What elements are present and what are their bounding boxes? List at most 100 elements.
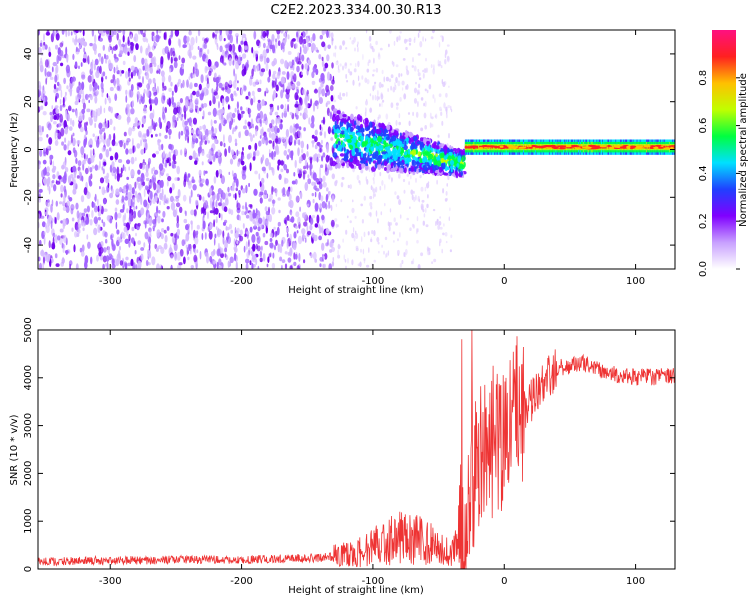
heat-cell bbox=[217, 227, 220, 234]
heat-cell bbox=[134, 250, 137, 255]
heat-cell bbox=[126, 103, 131, 109]
heat-cell bbox=[199, 107, 202, 112]
heat-cell bbox=[298, 104, 303, 111]
heat-cell bbox=[187, 256, 190, 261]
heat-cell bbox=[310, 253, 313, 259]
heat-cell bbox=[293, 172, 296, 177]
heat-cell bbox=[104, 97, 107, 105]
heat-cell bbox=[478, 145, 480, 149]
heat-cell bbox=[147, 126, 153, 130]
heat-cell bbox=[337, 68, 341, 73]
heat-cell bbox=[416, 216, 419, 222]
heat-cell bbox=[448, 133, 450, 139]
heat-cell bbox=[174, 30, 180, 37]
heat-cell bbox=[49, 111, 53, 116]
heat-cell bbox=[196, 230, 199, 235]
heat-cell bbox=[432, 208, 436, 212]
heat-cell bbox=[69, 80, 73, 90]
heat-cell bbox=[443, 223, 445, 227]
heat-cell bbox=[73, 149, 78, 158]
heat-cell bbox=[158, 30, 162, 34]
heat-cell bbox=[116, 173, 120, 182]
heat-cell bbox=[295, 195, 300, 203]
heat-cell bbox=[124, 261, 128, 268]
heat-cell bbox=[105, 122, 109, 129]
heat-cell bbox=[262, 216, 266, 226]
heat-cell bbox=[286, 71, 290, 80]
heat-cell bbox=[62, 218, 67, 227]
heat-cell bbox=[232, 154, 237, 160]
heat-cell bbox=[218, 123, 222, 132]
heat-cell bbox=[72, 37, 74, 43]
heat-cell bbox=[215, 94, 219, 100]
heat-cell bbox=[348, 161, 353, 167]
heat-cell bbox=[433, 143, 437, 149]
heat-cell bbox=[205, 178, 209, 186]
heat-cell bbox=[412, 156, 417, 161]
heat-cell bbox=[170, 81, 173, 87]
heat-cell bbox=[438, 221, 442, 226]
heat-cell bbox=[316, 104, 319, 110]
heat-cell bbox=[280, 89, 284, 99]
heat-cell bbox=[80, 62, 83, 67]
heat-cell bbox=[223, 38, 226, 42]
heat-cell bbox=[281, 71, 286, 75]
heat-cell bbox=[223, 142, 226, 148]
heat-cell bbox=[294, 139, 296, 146]
heat-cell bbox=[251, 68, 254, 77]
heat-cell bbox=[256, 102, 262, 111]
heat-cell bbox=[224, 148, 228, 157]
heat-cell bbox=[377, 128, 382, 134]
heat-cell bbox=[342, 162, 345, 167]
heat-cell bbox=[152, 153, 156, 158]
heat-cell bbox=[431, 123, 434, 128]
heat-cell bbox=[277, 71, 281, 77]
heat-cell bbox=[242, 53, 247, 59]
heat-cell bbox=[153, 182, 157, 191]
heat-cell bbox=[413, 98, 418, 104]
heat-cell bbox=[147, 212, 150, 221]
heat-cell bbox=[331, 195, 335, 203]
heat-cell bbox=[75, 110, 78, 119]
heat-cell bbox=[101, 186, 106, 196]
heat-cell bbox=[373, 230, 376, 236]
heat-cell bbox=[168, 75, 172, 83]
heat-cell bbox=[417, 264, 421, 269]
heat-cell bbox=[116, 32, 119, 41]
heat-cell bbox=[305, 102, 309, 109]
heat-cell bbox=[215, 170, 219, 178]
heat-cell bbox=[76, 210, 80, 220]
heat-cell bbox=[345, 73, 348, 79]
heat-cell bbox=[212, 32, 215, 39]
heat-cell bbox=[431, 261, 434, 264]
heat-cell bbox=[82, 92, 85, 101]
heat-cell bbox=[45, 253, 51, 263]
heat-cell bbox=[362, 53, 364, 61]
heat-cell bbox=[118, 159, 123, 163]
heat-cell bbox=[332, 114, 336, 118]
heat-cell bbox=[163, 95, 166, 101]
heat-cell bbox=[376, 95, 379, 102]
heat-cell bbox=[477, 145, 479, 149]
heat-cell bbox=[420, 97, 424, 101]
heat-cell bbox=[58, 83, 62, 91]
heat-cell bbox=[452, 148, 457, 152]
heat-cell bbox=[137, 240, 142, 246]
heat-cell bbox=[305, 95, 308, 103]
heat-cell bbox=[213, 66, 216, 71]
heat-cell bbox=[298, 168, 303, 175]
heat-cell bbox=[63, 144, 67, 151]
heat-cell bbox=[204, 252, 209, 258]
heat-cell bbox=[121, 70, 125, 74]
heat-cell bbox=[406, 217, 410, 221]
heat-cell bbox=[178, 55, 181, 60]
heat-cell bbox=[164, 46, 169, 54]
heat-cell bbox=[67, 195, 70, 200]
heat-cell bbox=[228, 57, 232, 67]
heat-cell bbox=[281, 239, 284, 247]
heat-cell bbox=[229, 158, 234, 165]
heat-cell bbox=[176, 117, 179, 122]
heat-cell bbox=[279, 256, 283, 262]
heat-cell bbox=[151, 219, 156, 225]
heat-cell bbox=[445, 113, 448, 119]
